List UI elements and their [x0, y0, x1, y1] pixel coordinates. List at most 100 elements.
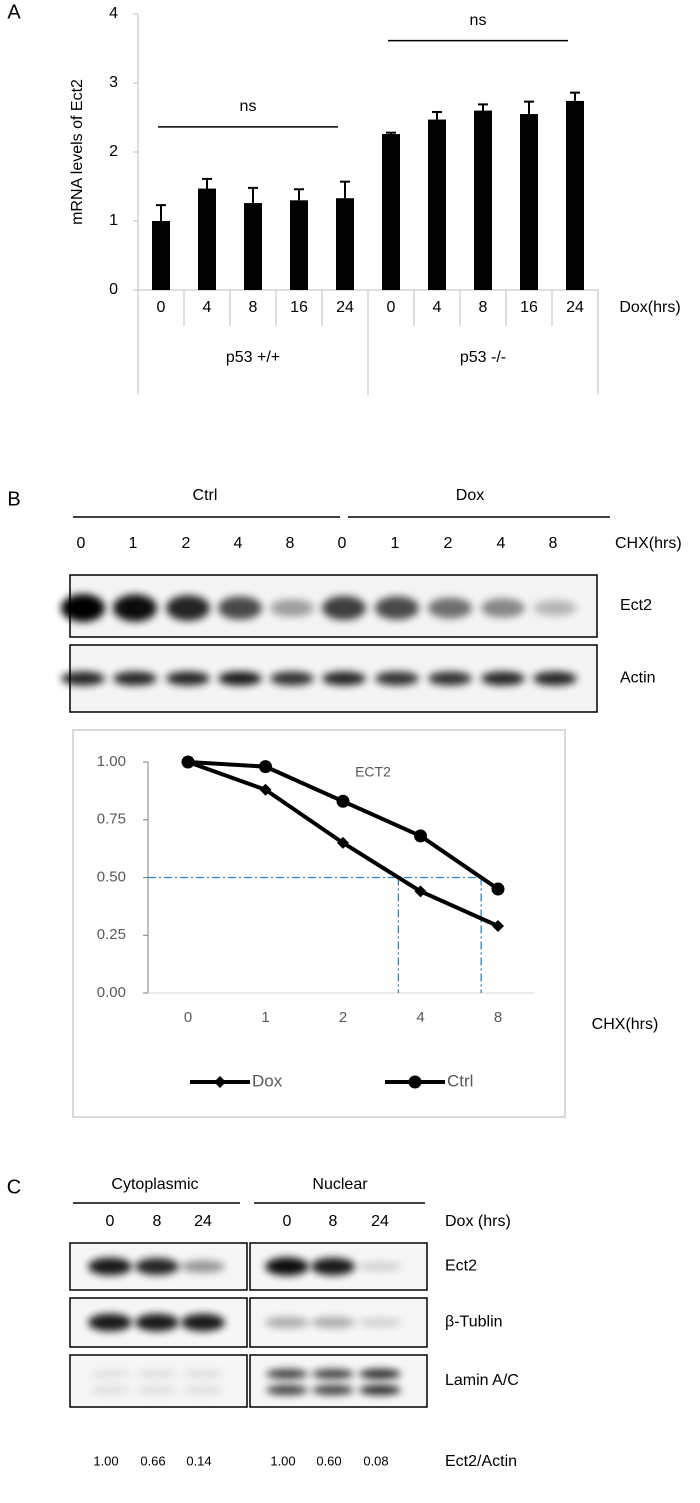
lane-label: 0: [283, 1213, 292, 1230]
blot-band: [61, 671, 105, 686]
blot-band: [182, 1369, 224, 1379]
significance-label: ns: [240, 98, 257, 115]
panel-label: A: [7, 1, 21, 23]
x-tick-label: 2: [339, 1009, 347, 1026]
row-label: Actin: [620, 670, 656, 687]
y-tick-label: 1: [109, 212, 118, 229]
chart-title: ECT2: [355, 764, 391, 780]
group-label: p53 -/-: [460, 349, 506, 366]
blot-band: [358, 1261, 402, 1272]
blot-band: [135, 1257, 179, 1276]
x-tick-label: 8: [479, 299, 488, 316]
marker: [491, 882, 505, 896]
y-tick-label: 4: [109, 5, 118, 22]
x-tick-label: 4: [433, 299, 442, 316]
blot-band: [533, 600, 577, 616]
bar: [290, 200, 308, 290]
lane-label: 8: [286, 535, 295, 552]
x-tick-label: 1: [261, 1009, 269, 1026]
x-tick-label: 16: [520, 299, 538, 316]
y-tick-label: 0: [109, 281, 118, 298]
bar: [474, 110, 492, 290]
x-tick-label: 8: [494, 1009, 502, 1026]
chart-frame: [72, 729, 566, 1118]
significance-label: ns: [470, 12, 487, 29]
blot-band: [481, 671, 525, 686]
row-label: Lamin A/C: [445, 1372, 519, 1389]
blot-band: [358, 1317, 402, 1328]
legend-label: Ctrl: [447, 1071, 473, 1090]
blot-band: [359, 1385, 401, 1395]
blot-band: [312, 1369, 354, 1379]
group-label: Dox: [456, 487, 484, 504]
blot-band: [181, 1313, 225, 1332]
lane-axis-label: Dox (hrs): [445, 1213, 511, 1230]
blot-band: [375, 596, 419, 620]
x-tick-label: 8: [249, 299, 258, 316]
legend-label: Dox: [252, 1071, 283, 1090]
blot-band: [322, 671, 366, 686]
blot-band: [181, 1260, 225, 1273]
bar: [428, 119, 446, 290]
ratio-value: 1.00: [93, 1453, 118, 1468]
lane-label: 0: [338, 535, 347, 552]
legend-marker: [214, 1076, 226, 1088]
lane-label: 0: [77, 535, 86, 552]
blot-band: [136, 1385, 178, 1395]
y-tick-label: 2: [109, 143, 118, 160]
blot-band: [266, 1369, 308, 1379]
blot-band: [359, 1369, 401, 1379]
blot-band: [182, 1385, 224, 1395]
blot-band: [312, 1385, 354, 1395]
ratio-label: Ect2/Actin: [445, 1453, 517, 1470]
blot-band: [428, 671, 472, 686]
ratio-value: 0.66: [140, 1453, 165, 1468]
bar: [336, 198, 354, 290]
x-tick-label: 4: [203, 299, 212, 316]
blot-band: [375, 671, 419, 686]
group-label: Cytoplasmic: [111, 1176, 198, 1193]
lane-label: 0: [106, 1213, 115, 1230]
blot-band: [113, 671, 157, 686]
blot-band: [218, 596, 262, 620]
bar: [520, 114, 538, 290]
blot-band: [166, 595, 210, 621]
x-axis-label: CHX(hrs): [592, 1016, 659, 1033]
lane-label: 1: [129, 535, 138, 552]
blot-band: [136, 1369, 178, 1379]
x-tick-label: 0: [184, 1009, 192, 1026]
x-tick-label: 16: [290, 299, 308, 316]
blot-band: [533, 671, 577, 686]
ratio-value: 0.14: [186, 1453, 211, 1468]
blot-band: [166, 671, 210, 686]
blot-band: [270, 599, 314, 617]
blot-band: [88, 1257, 132, 1276]
bar: [198, 188, 216, 290]
bar: [566, 100, 584, 290]
x-tick-label: 0: [157, 299, 166, 316]
lane-label: 8: [549, 535, 558, 552]
blot-band: [428, 597, 472, 619]
lane-label: 2: [444, 535, 453, 552]
blot-band: [270, 671, 314, 686]
x-tick-label: 24: [336, 299, 354, 316]
x-tick-label: 24: [566, 299, 584, 316]
blot-band: [135, 1313, 179, 1332]
blot-band: [113, 594, 157, 622]
blot-band: [89, 1369, 131, 1379]
marker: [414, 885, 427, 898]
blot-band: [89, 1385, 131, 1395]
bar: [244, 203, 262, 290]
group-label: Nuclear: [312, 1176, 368, 1193]
marker: [259, 760, 272, 774]
x-axis-label: Dox(hrs): [619, 299, 680, 316]
panel-label: C: [7, 1176, 21, 1198]
lane-axis-label: CHX(hrs): [615, 535, 682, 552]
lane-label: 2: [182, 535, 191, 552]
group-label: p53 +/+: [226, 349, 280, 366]
lane-label: 4: [234, 535, 243, 552]
lane-label: 24: [194, 1213, 212, 1230]
blot-panel: [249, 1354, 428, 1408]
